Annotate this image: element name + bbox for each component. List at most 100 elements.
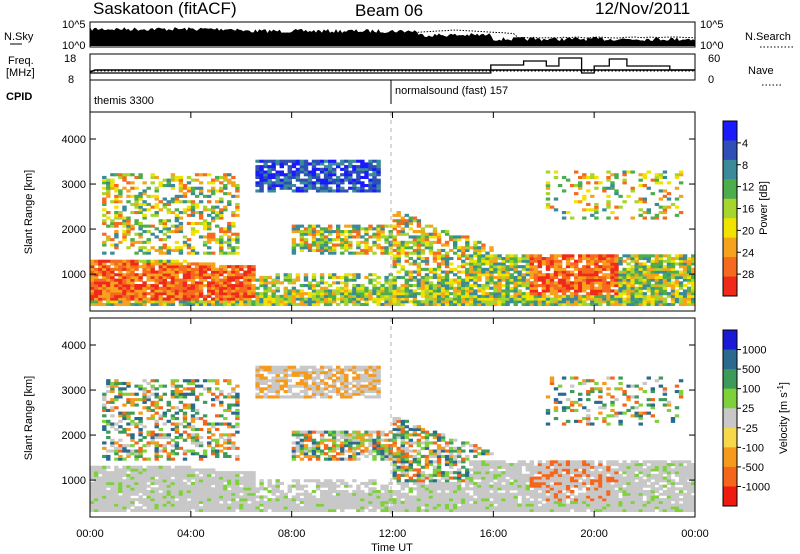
range-cell xyxy=(158,265,163,269)
range-cell xyxy=(348,165,353,169)
range-cell xyxy=(650,302,655,306)
range-cell xyxy=(299,390,305,394)
range-cell xyxy=(247,479,252,483)
range-cell xyxy=(118,392,123,396)
range-cell xyxy=(291,392,297,396)
range-cell xyxy=(247,292,252,296)
range-cell xyxy=(202,243,208,247)
range-cell xyxy=(344,438,349,442)
range-cell xyxy=(267,503,272,507)
range-cell xyxy=(578,302,583,306)
range-cell xyxy=(481,248,486,252)
range-cell xyxy=(360,292,365,296)
range-cell xyxy=(166,248,171,252)
range-cell xyxy=(194,221,200,225)
range-cell xyxy=(328,384,333,388)
range-cell xyxy=(319,227,325,231)
range-cell xyxy=(146,238,151,242)
range-cell xyxy=(364,230,369,234)
range-cell xyxy=(336,490,341,494)
range-cell xyxy=(198,216,204,220)
range-cell xyxy=(146,479,151,483)
range-cell xyxy=(525,297,530,301)
range-cell xyxy=(537,302,543,306)
power-heatmap xyxy=(90,159,696,306)
range-cell xyxy=(332,495,337,499)
range-cell xyxy=(154,300,159,304)
range-cell xyxy=(267,484,272,488)
range-cell xyxy=(158,498,163,502)
range-cell xyxy=(94,289,99,293)
range-cell xyxy=(198,273,204,277)
range-cell xyxy=(344,503,349,507)
range-cell xyxy=(642,273,647,277)
range-cell xyxy=(150,294,155,298)
range-cell xyxy=(110,275,115,279)
range-cell xyxy=(263,376,268,380)
range-cell xyxy=(267,500,272,504)
range-cell xyxy=(303,392,309,396)
range-cell xyxy=(106,454,111,458)
range-cell xyxy=(352,159,357,163)
range-cell xyxy=(235,411,240,415)
range-cell xyxy=(686,275,692,279)
range-cell xyxy=(134,392,139,396)
range-cell xyxy=(299,232,305,236)
range-cell xyxy=(299,457,305,461)
range-cell xyxy=(376,297,381,301)
range-cell xyxy=(328,395,333,399)
range-cell xyxy=(545,286,551,290)
range-cell xyxy=(307,286,313,290)
range-cell xyxy=(311,181,317,185)
range-cell xyxy=(646,294,651,298)
range-cell xyxy=(360,302,365,306)
range-cell xyxy=(166,300,171,304)
range-cell xyxy=(251,273,256,277)
range-cell xyxy=(178,227,184,231)
range-cell xyxy=(174,230,180,234)
range-cell xyxy=(174,248,180,252)
range-cell xyxy=(291,503,297,507)
range-cell xyxy=(291,508,297,512)
range-cell xyxy=(158,395,163,399)
range-cell xyxy=(102,395,107,399)
range-cell xyxy=(340,441,345,445)
range-cell xyxy=(291,384,297,388)
range-cell xyxy=(138,384,143,388)
range-cell xyxy=(315,181,321,185)
range-cell xyxy=(670,267,676,271)
range-cell xyxy=(170,444,176,448)
range-cell xyxy=(215,473,220,477)
range-cell xyxy=(138,278,143,282)
range-cell xyxy=(267,181,272,185)
range-cell xyxy=(235,403,240,407)
range-cell xyxy=(118,454,123,458)
range-cell xyxy=(315,503,321,507)
range-cell xyxy=(549,289,555,293)
range-cell xyxy=(557,254,563,258)
range-cell xyxy=(194,173,200,177)
range-cell xyxy=(211,302,216,306)
range-cell xyxy=(642,292,647,296)
range-cell xyxy=(186,265,192,269)
range-cell xyxy=(666,270,672,274)
range-cell xyxy=(182,414,188,418)
range-cell xyxy=(307,436,313,440)
range-cell xyxy=(658,284,664,288)
range-cell xyxy=(481,254,486,258)
range-cell xyxy=(646,284,651,288)
range-cell xyxy=(162,433,167,437)
range-cell xyxy=(368,278,373,282)
range-cell xyxy=(215,175,220,179)
range-cell xyxy=(223,294,228,298)
range-cell xyxy=(376,246,381,250)
range-cell xyxy=(412,219,418,223)
range-cell xyxy=(356,175,361,179)
range-cell xyxy=(126,194,131,198)
range-cell xyxy=(98,503,103,507)
range-cell xyxy=(396,302,401,306)
range-cell xyxy=(118,503,123,507)
range-cell xyxy=(166,294,171,298)
range-cell xyxy=(323,381,329,385)
range-cell xyxy=(190,278,196,282)
